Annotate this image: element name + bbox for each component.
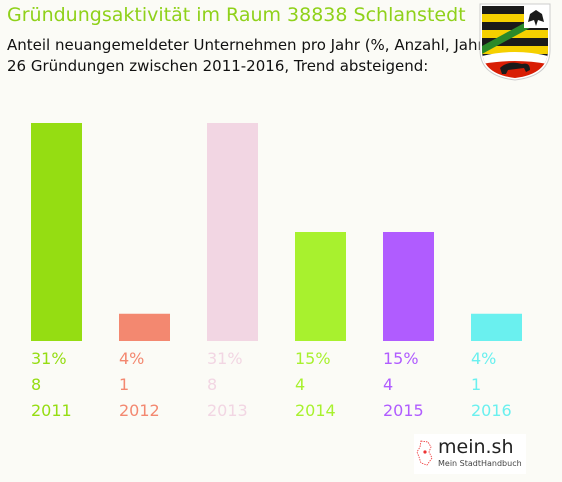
mein-sh-logo[interactable]: mein.sh Mein StadtHandbuch [414,434,526,474]
count-label-2013: 8 [207,375,217,394]
percent-label-2015: 15% [383,349,419,368]
count-label-2016: 1 [471,375,481,394]
count-label-2015: 4 [383,375,393,394]
bar-2011 [31,123,82,341]
year-label-2016: 2016 [471,401,512,420]
chart-subtitle: Anteil neuangemeldeter Unternehmen pro J… [7,35,490,77]
bar-2016 [471,313,522,341]
year-label-2014: 2014 [295,401,336,420]
year-label-2012: 2012 [119,401,160,420]
count-label-2011: 8 [31,375,41,394]
chart-title: Gründungsaktivität im Raum 38838 Schlans… [7,4,466,26]
percent-label-2011: 31% [31,349,67,368]
year-label-2013: 2013 [207,401,248,420]
percent-label-2012: 4% [119,349,144,368]
bar-2013 [207,123,258,341]
logo-tagline: Mein StadtHandbuch [438,459,522,468]
percent-label-2013: 31% [207,349,243,368]
percent-label-2014: 15% [295,349,331,368]
subtitle-line-2: 26 Gründungen zwischen 2011-2016, Trend … [7,57,429,75]
year-label-2011: 2011 [31,401,72,420]
logo-name: mein.sh [438,436,514,458]
bar-2015 [383,232,434,341]
subtitle-line-1: Anteil neuangemeldeter Unternehmen pro J… [7,36,490,54]
year-label-2015: 2015 [383,401,424,420]
count-label-2014: 4 [295,375,305,394]
coat-of-arms-icon [479,3,551,81]
germany-map-icon [416,440,433,466]
bar-2012 [119,313,170,341]
bar-2014 [295,232,346,341]
percent-label-2016: 4% [471,349,496,368]
count-label-2012: 1 [119,375,129,394]
